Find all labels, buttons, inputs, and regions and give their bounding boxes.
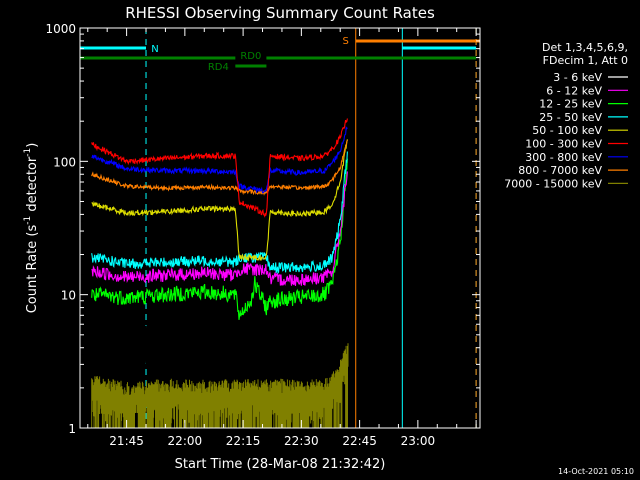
series-line — [91, 171, 348, 287]
saa-flag-label: S — [343, 36, 349, 47]
series-6-12keV — [91, 171, 348, 287]
legend-label: 6 - 12 keV — [546, 84, 602, 97]
night-flag-label: N — [151, 44, 158, 55]
x-tick-label: 21:45 — [109, 434, 144, 448]
legend-label: 800 - 7000 keV — [518, 164, 602, 177]
series-line — [91, 343, 349, 428]
legend-label: 3 - 6 keV — [553, 71, 602, 84]
legend-label: 7000 - 15000 keV — [504, 177, 602, 190]
axes: 1 10 100 1000 21:45 22:00 22:15 22:30 22:45 23:00 — [45, 22, 480, 448]
series-100-300keV — [91, 118, 348, 218]
legend-label: 25 - 50 keV — [539, 111, 602, 124]
series-50-100keV — [91, 139, 348, 262]
series-line — [91, 118, 348, 218]
legend: Det 1,3,4,5,6,9, FDecim 1, Att 0 3 - 6 k… — [504, 41, 628, 190]
x-axis-label: Start Time (28-Mar-08 21:32:42) — [175, 457, 386, 472]
y-tick-label: 100 — [53, 155, 76, 169]
rd4-flag-label: RD4 — [208, 62, 229, 73]
y-axis-label: Count Rate (s-1 detector-1) — [23, 143, 40, 314]
series-3-6keV — [91, 189, 348, 375]
y-tick-label: 1 — [68, 422, 76, 436]
y-tick-label: 1000 — [45, 22, 76, 36]
x-tick-label: 23:00 — [401, 434, 436, 448]
series-line — [91, 158, 348, 320]
x-tick-label: 22:15 — [226, 434, 261, 448]
series-800-7000keV — [91, 139, 348, 196]
x-tick-label: 22:45 — [342, 434, 377, 448]
rd0-flag-label: RD0 — [240, 51, 261, 62]
generation-timestamp: 14-Oct-2021 05:10 — [558, 467, 634, 476]
y-tick-label: 10 — [61, 289, 76, 303]
legend-label: 12 - 25 keV — [539, 98, 602, 111]
series-line — [91, 139, 348, 262]
series-25-50keV — [91, 151, 348, 275]
series-line — [91, 189, 348, 375]
series-7000-15000keV — [91, 343, 349, 428]
legend-label: 50 - 100 keV — [532, 124, 602, 137]
x-tick-label: 22:00 — [168, 434, 203, 448]
series-line — [91, 151, 348, 275]
legend-header-1: Det 1,3,4,5,6,9, — [542, 41, 628, 54]
series-line — [91, 139, 348, 196]
chart-title: RHESSI Observing Summary Count Rates — [125, 4, 435, 22]
series-12-25keV — [91, 158, 348, 320]
x-tick-label: 22:30 — [284, 434, 319, 448]
series-line — [91, 125, 348, 194]
legend-label: 100 - 300 keV — [525, 138, 602, 151]
plot-frame — [79, 27, 481, 429]
plot-area: N S RD0 RD4 — [80, 28, 480, 428]
legend-header-2: FDecim 1, Att 0 — [543, 54, 628, 67]
series-300-800keV — [91, 125, 348, 194]
legend-label: 300 - 800 keV — [525, 151, 602, 164]
